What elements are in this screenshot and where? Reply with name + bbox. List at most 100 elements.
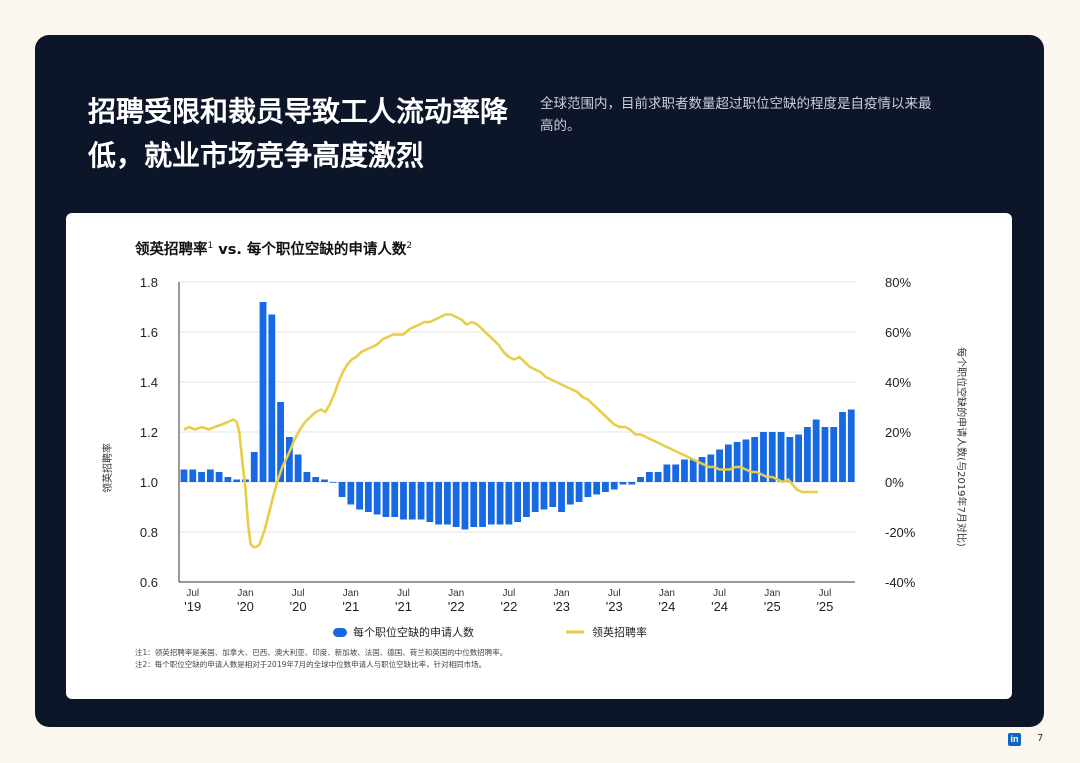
bar <box>681 459 688 482</box>
bar <box>321 479 328 482</box>
bar <box>233 479 241 482</box>
bar <box>847 409 855 482</box>
linkedin-logo-icon: in <box>1008 733 1021 746</box>
left-tick-label: 0.6 <box>140 575 158 590</box>
bar <box>663 464 671 482</box>
x-tick-month: Jul <box>397 588 410 599</box>
x-tick-year: '25 <box>816 599 833 614</box>
right-tick-label: -40% <box>885 575 916 590</box>
bar <box>224 477 232 482</box>
left-tick-label: 1.6 <box>140 325 158 340</box>
x-tick-month: Jan <box>343 588 359 599</box>
left-tick-label: 1.4 <box>140 375 158 390</box>
bar <box>496 482 504 525</box>
bar <box>768 432 776 482</box>
page-number: 7 <box>1037 733 1044 744</box>
right-tick-label: 20% <box>885 425 911 440</box>
bar <box>619 482 627 485</box>
bar <box>452 482 460 527</box>
bar <box>417 482 425 520</box>
bar <box>461 482 469 530</box>
bar <box>470 482 478 527</box>
left-axis-title: 领英招聘率 <box>101 443 114 493</box>
x-tick-year: '20 <box>290 599 307 614</box>
x-tick-year: '22 <box>500 599 517 614</box>
bar <box>426 482 434 522</box>
bar <box>373 482 381 515</box>
bar <box>724 444 732 482</box>
bar <box>689 459 697 482</box>
bar <box>628 482 636 485</box>
bar <box>610 482 618 490</box>
bar <box>742 439 750 482</box>
bar <box>549 482 557 507</box>
bar <box>391 482 399 517</box>
right-tick-label: 60% <box>885 325 911 340</box>
x-tick-month: Jan <box>764 588 780 599</box>
bar <box>593 482 601 495</box>
bar <box>206 469 214 482</box>
bar <box>575 482 583 502</box>
bar <box>215 472 223 482</box>
right-tick-label: 40% <box>885 375 911 390</box>
bar <box>347 482 355 505</box>
x-tick-year: '24 <box>658 599 675 614</box>
bar <box>751 437 759 482</box>
x-tick-year: '20 <box>237 599 254 614</box>
bar <box>294 454 302 482</box>
bar <box>839 412 846 482</box>
left-tick-label: 1.8 <box>140 275 158 290</box>
bar <box>364 482 372 512</box>
chart-title-sup1: 1 <box>207 241 214 252</box>
bar <box>329 482 337 483</box>
bar <box>654 472 662 482</box>
bar <box>812 419 820 482</box>
bar <box>760 432 767 482</box>
x-tick-year: '23 <box>606 599 623 614</box>
bar <box>400 482 407 520</box>
bar <box>803 427 811 482</box>
x-tick-month: Jan <box>659 588 675 599</box>
bar <box>566 482 574 505</box>
bar <box>198 472 205 482</box>
x-tick-month: Jul <box>608 588 621 599</box>
bar <box>303 472 311 482</box>
bar <box>444 482 451 525</box>
bar <box>338 482 346 497</box>
footnote-1: 注1：领英招聘率是美国、加拿大、巴西、澳大利亚、印度、新加坡、法国、德国、荷兰和… <box>135 648 508 657</box>
bar <box>435 482 443 525</box>
bar <box>716 449 723 482</box>
bar <box>777 432 785 482</box>
bar <box>584 482 592 497</box>
x-tick-year: '21 <box>342 599 359 614</box>
line-series <box>183 313 818 549</box>
x-tick-month: Jul <box>713 588 726 599</box>
bar <box>637 477 644 482</box>
bar <box>795 434 802 482</box>
bar <box>277 402 284 482</box>
x-tick-year: '21 <box>395 599 412 614</box>
right-axis-title: 每个职位空缺的申请人数(与2019年7月对比) <box>955 347 968 547</box>
footnotes: 注1：领英招聘率是美国、加拿大、巴西、澳大利亚、印度、新加坡、法国、德国、荷兰和… <box>135 647 507 671</box>
x-tick-month: Jan <box>448 588 464 599</box>
x-tick-month: Jul <box>502 588 515 599</box>
bar <box>285 437 293 482</box>
right-tick-label: 0% <box>885 475 904 490</box>
bar <box>602 482 609 492</box>
x-tick-month: Jan <box>237 588 253 599</box>
bar <box>672 464 680 482</box>
left-tick-label: 0.8 <box>140 525 158 540</box>
x-tick-month: Jul <box>292 588 305 599</box>
bar <box>733 442 741 482</box>
right-tick-label: 80% <box>885 275 911 290</box>
bar <box>540 482 548 510</box>
bar <box>487 482 495 525</box>
bar <box>531 482 539 512</box>
bar <box>645 472 653 482</box>
bar-series <box>180 302 855 530</box>
chart-title-part1: 领英招聘率 <box>135 242 208 258</box>
bar <box>523 482 530 517</box>
bar <box>514 482 522 522</box>
x-tick-year: '25 <box>764 599 781 614</box>
page-subtitle: 全球范围内，目前求职者数量超过职位空缺的程度是自疫情以来最高的。 <box>540 96 932 134</box>
